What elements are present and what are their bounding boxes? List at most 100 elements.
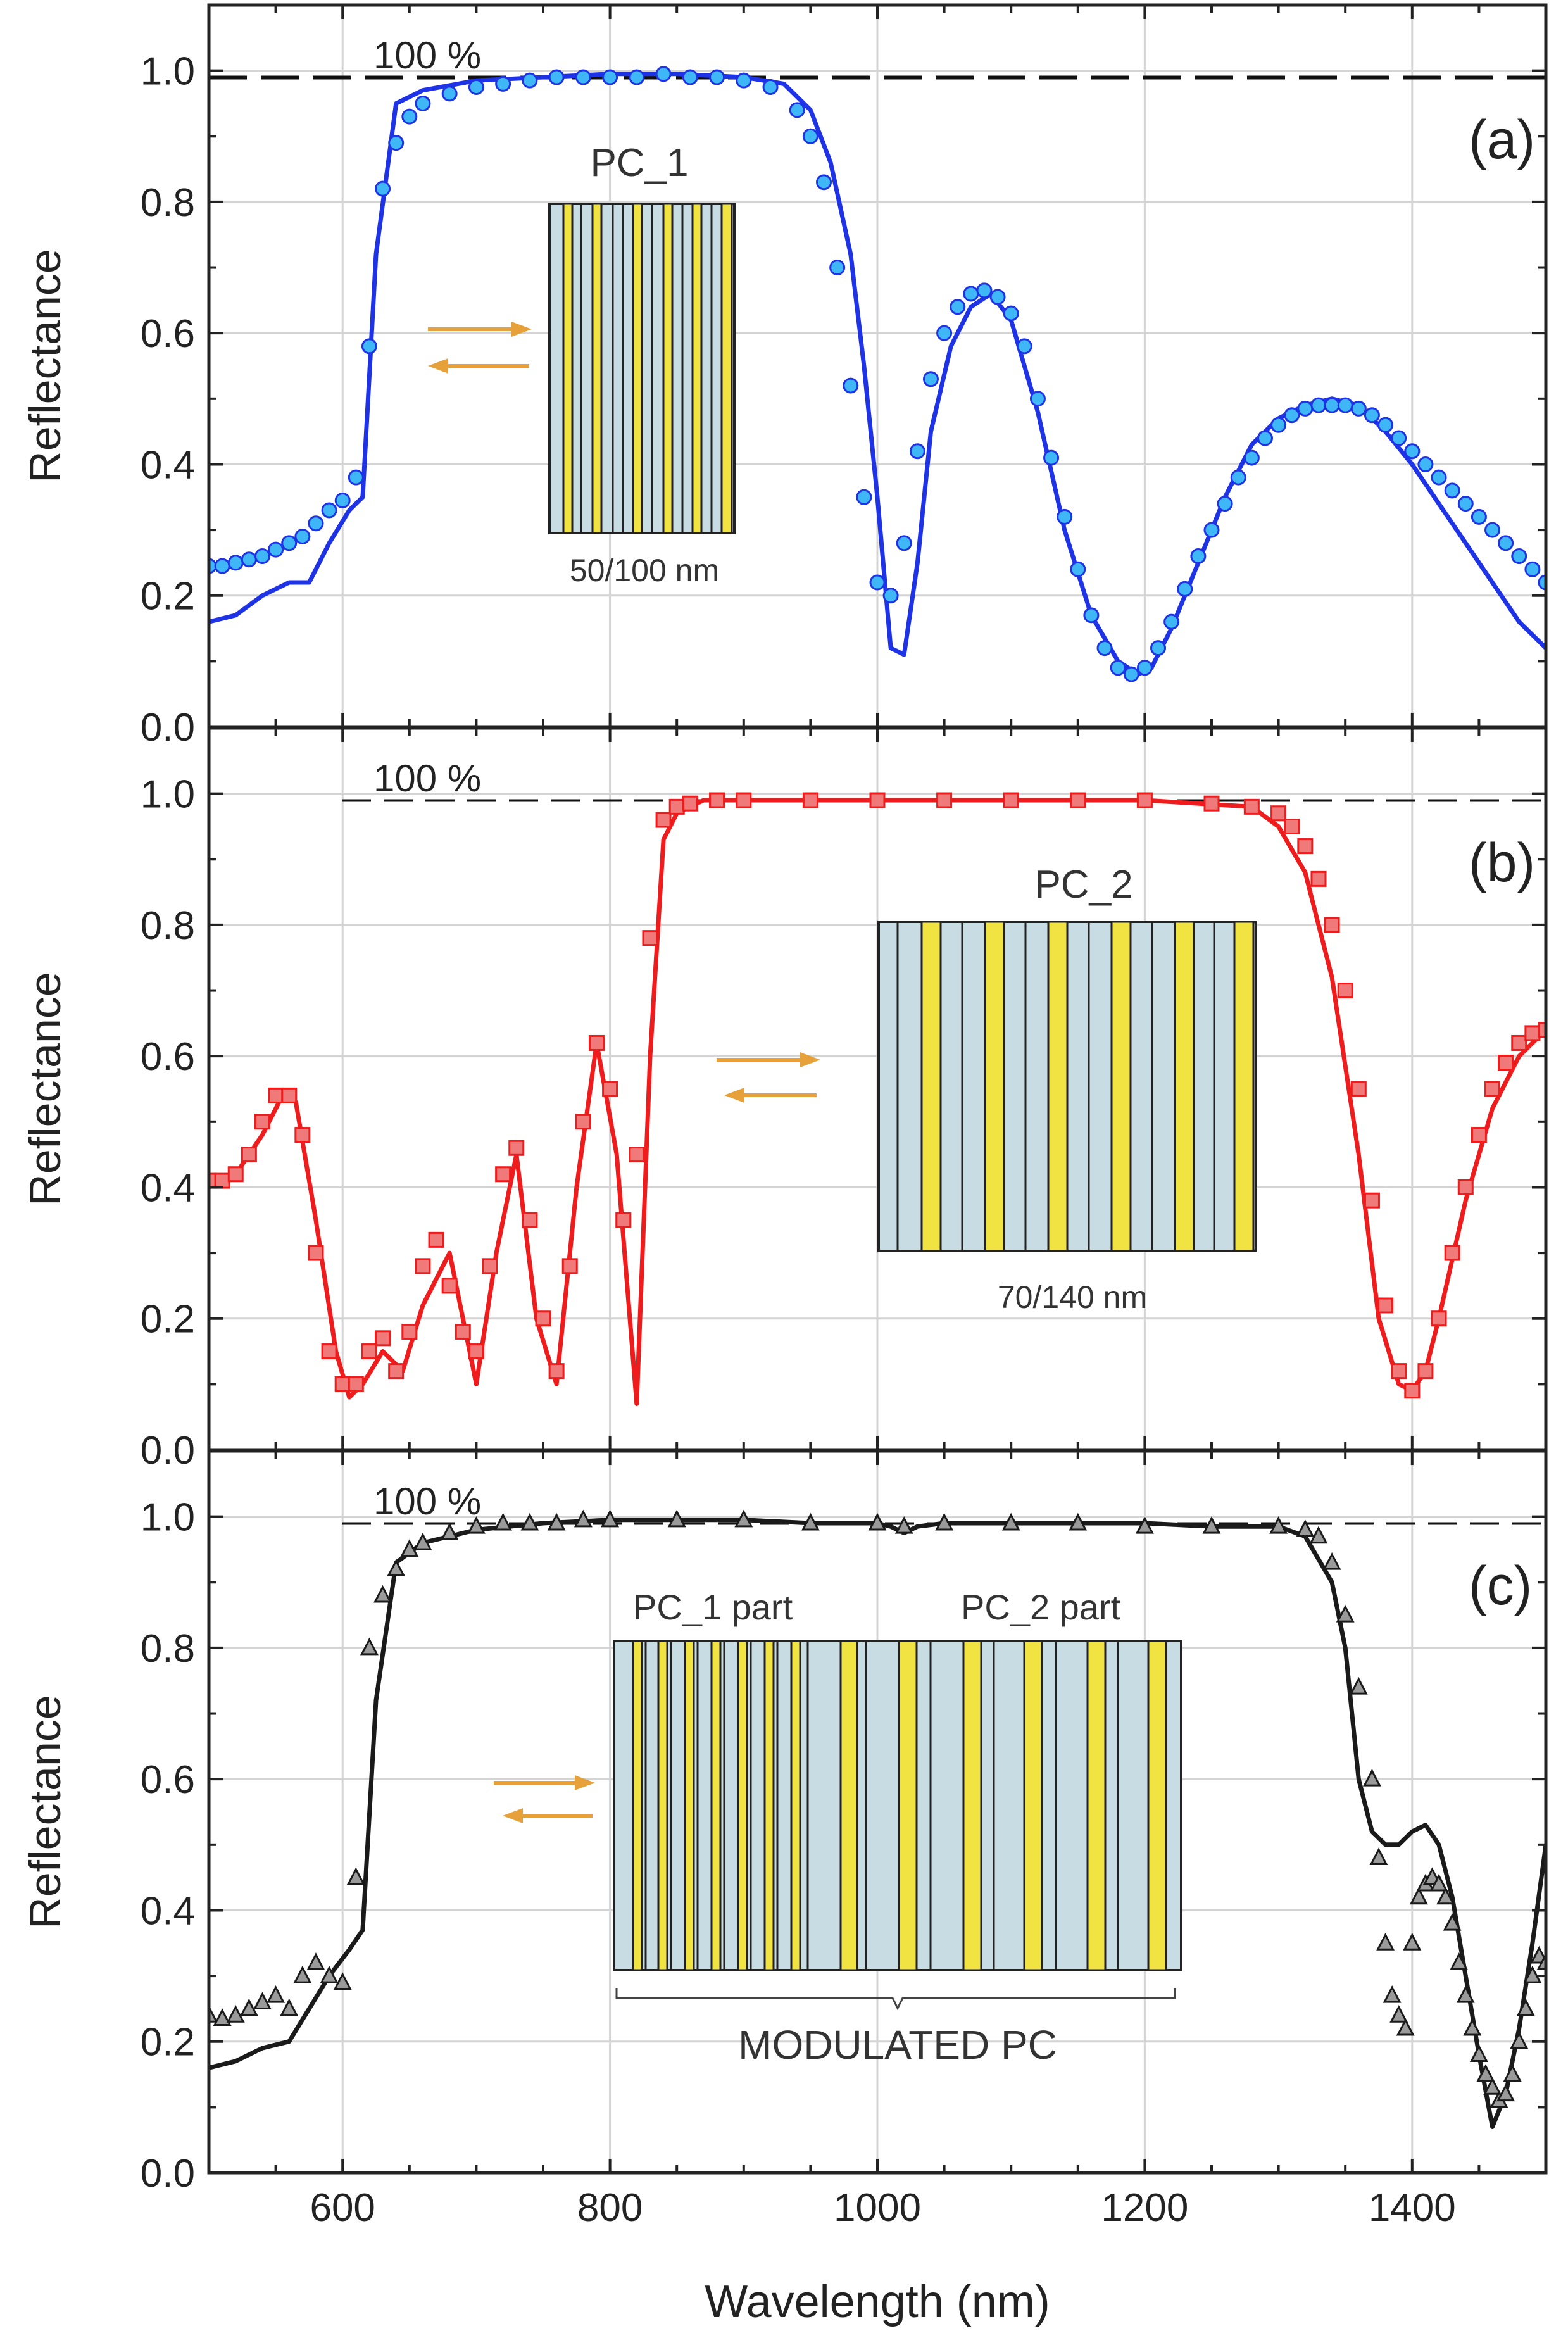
data-point xyxy=(254,1114,270,1130)
data-point xyxy=(1243,798,1260,815)
data-point xyxy=(455,1323,471,1340)
data-point xyxy=(1471,508,1487,525)
data-point xyxy=(667,1509,686,1528)
data-point xyxy=(348,1376,364,1392)
data-point xyxy=(482,1258,498,1274)
data-point xyxy=(1070,561,1086,577)
data-point xyxy=(1389,2005,1408,2023)
data-point xyxy=(1511,1034,1527,1051)
data-point xyxy=(1123,666,1139,682)
data-point xyxy=(575,1114,591,1130)
arrow-left-head-icon xyxy=(503,1808,523,1823)
data-point xyxy=(856,489,872,505)
data-point xyxy=(1471,1127,1487,1143)
data-point xyxy=(1529,1945,1546,1964)
x-tick-label: 1000 xyxy=(834,2186,921,2230)
data-point xyxy=(468,1343,484,1360)
y-tick-label: 0.2 xyxy=(141,1298,195,1342)
panel-a: 100 % (a) PC_1 50/100 nm xyxy=(20,3,1548,750)
data-point xyxy=(1269,1516,1288,1534)
data-point xyxy=(1436,1887,1455,1905)
data-point xyxy=(869,792,886,808)
data-point xyxy=(1350,1081,1367,1097)
data-point xyxy=(375,1330,391,1347)
data-point xyxy=(1444,1245,1460,1261)
data-point xyxy=(495,1166,511,1183)
data-point xyxy=(1498,535,1514,551)
ticks-c: 0.0 0.2 0.4 0.6 0.8 1.0 xyxy=(141,1450,1547,2196)
pc2-high-index-layer xyxy=(1047,921,1069,1252)
data-point xyxy=(1324,917,1340,933)
reference-label-b: 100 % xyxy=(373,757,481,800)
data-point xyxy=(254,548,270,565)
data-point xyxy=(227,1166,244,1183)
data-point xyxy=(348,469,364,486)
panel-b: 100 % (b) PC_2 70/140 nm xyxy=(20,726,1548,1473)
data-point xyxy=(1296,1519,1315,1537)
data-point xyxy=(936,792,953,808)
data-point xyxy=(762,79,779,96)
data-point xyxy=(734,1509,753,1528)
inset-pc1: PC_1 50/100 nm xyxy=(428,141,736,588)
data-point xyxy=(547,1512,566,1531)
data-point xyxy=(1177,581,1193,597)
data-point xyxy=(522,1212,538,1228)
data-point xyxy=(548,69,565,85)
data-point xyxy=(869,574,886,591)
data-point xyxy=(588,1034,605,1051)
arrow-pair-a xyxy=(428,322,532,374)
data-point xyxy=(334,492,351,508)
data-point xyxy=(1391,1363,1407,1380)
series-b-measurement xyxy=(209,792,1546,1399)
y-tick-label: 0.6 xyxy=(141,1758,195,1802)
data-point xyxy=(209,2005,218,2023)
data-point xyxy=(321,1343,337,1360)
data-point xyxy=(1190,548,1207,565)
data-point xyxy=(346,1867,365,1885)
data-point xyxy=(494,1512,513,1531)
y-tick-label: 0.8 xyxy=(141,904,195,948)
data-point xyxy=(950,299,966,315)
data-point xyxy=(214,1172,230,1189)
data-point xyxy=(308,1245,324,1261)
data-point xyxy=(495,75,511,92)
data-point xyxy=(441,85,458,102)
data-point xyxy=(1003,792,1019,808)
arrow-left-head-icon xyxy=(428,358,448,374)
data-point xyxy=(1135,1516,1154,1534)
data-point xyxy=(522,72,538,89)
data-point xyxy=(709,792,725,808)
data-point xyxy=(1496,2083,1515,2102)
data-point xyxy=(1297,838,1314,855)
pc2-high-index-layer xyxy=(1110,921,1132,1252)
data-point xyxy=(1516,1998,1535,2016)
data-point xyxy=(1016,338,1032,355)
inset-caption-modulated: MODULATED PC xyxy=(738,2022,1057,2068)
data-point xyxy=(320,1965,339,1983)
data-point xyxy=(413,1532,432,1550)
data-point xyxy=(241,551,257,568)
x-tick-label: 600 xyxy=(310,2186,375,2230)
data-point xyxy=(360,1637,379,1656)
data-point xyxy=(1523,1965,1542,1983)
pc2-high-index-layer xyxy=(920,921,942,1252)
data-point xyxy=(280,1998,299,2016)
modulated-high-index-layer xyxy=(632,1640,643,1971)
data-point xyxy=(227,555,244,571)
data-point xyxy=(561,1258,578,1274)
data-point xyxy=(1349,1676,1368,1695)
data-point xyxy=(293,1965,312,1983)
y-tick-label: 0.6 xyxy=(141,312,195,356)
data-point xyxy=(1243,449,1260,466)
data-point xyxy=(361,1343,377,1360)
data-point xyxy=(441,1278,458,1294)
modulated-high-index-layer xyxy=(962,1640,982,1971)
data-point xyxy=(1503,2064,1522,2082)
data-point xyxy=(214,558,230,574)
data-point xyxy=(1297,400,1314,417)
data-point xyxy=(1429,1873,1448,1892)
ticks-b: 0.0 0.2 0.4 0.6 0.8 1.0 xyxy=(141,727,1547,1473)
data-point xyxy=(415,95,431,111)
pc1-high-index-layer xyxy=(591,203,603,534)
